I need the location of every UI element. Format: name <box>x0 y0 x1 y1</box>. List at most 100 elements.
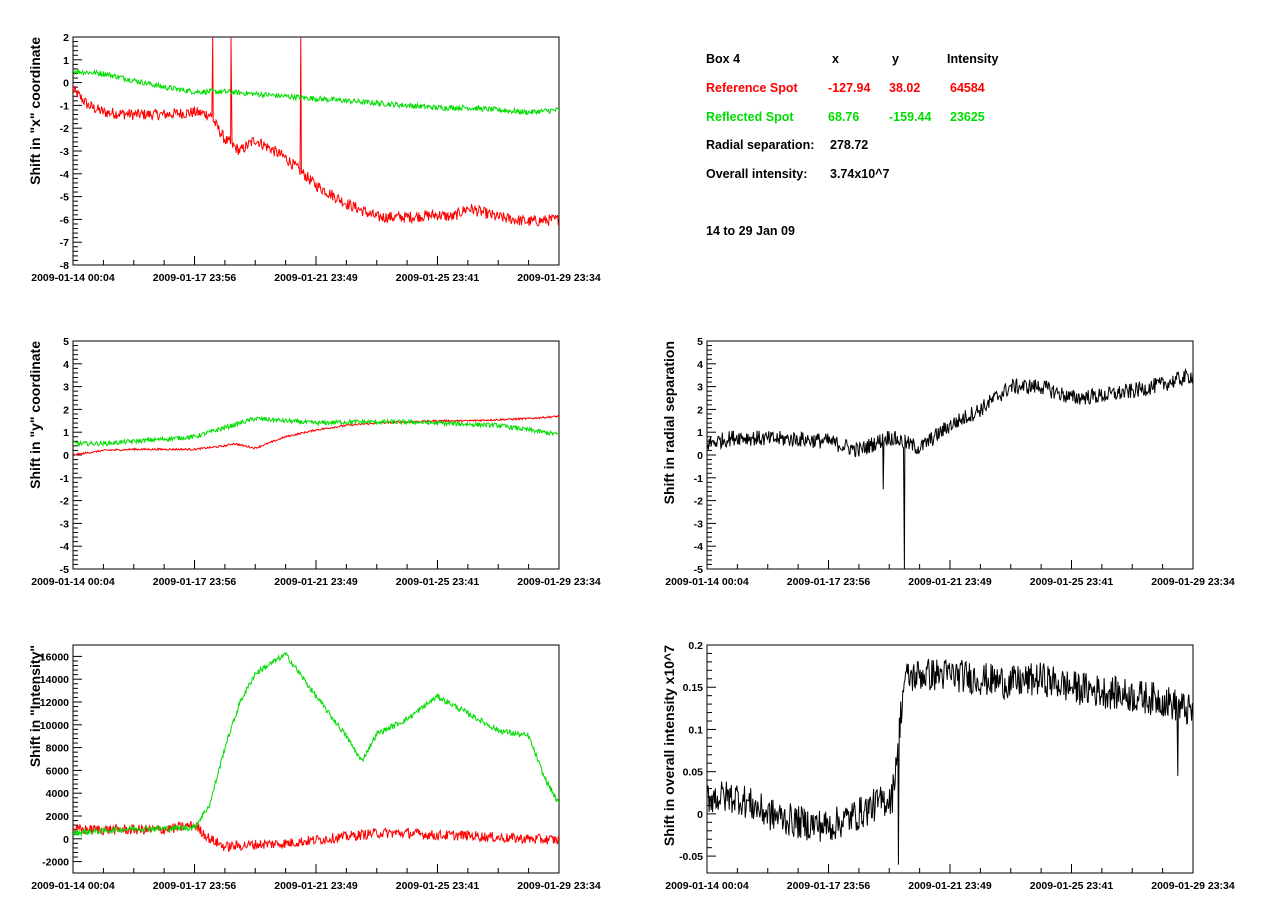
x-shift-series-reflected <box>73 68 559 116</box>
radial-shift-xtick-label: 2009-01-29 23:34 <box>1151 576 1235 588</box>
radial-shift-ytick-label: 1 <box>697 427 703 439</box>
y-shift-series-reference <box>73 414 559 456</box>
overall-intensity-shift-ytick-label: -0.05 <box>679 851 703 863</box>
y-shift-xtick-label: 2009-01-21 23:49 <box>274 576 358 588</box>
overall-intensity-shift-xtick-label: 2009-01-14 00:04 <box>665 880 749 892</box>
radial-shift-ytick-label: 3 <box>697 382 703 394</box>
x-shift-frame <box>72 36 560 266</box>
x-shift-ytick-label: -7 <box>60 237 69 249</box>
radial-separation-label: Radial separation: <box>706 138 815 152</box>
radial-shift-xtick-label: 2009-01-14 00:04 <box>665 576 749 588</box>
overall-intensity-shift-xtick-label: 2009-01-25 23:41 <box>1030 880 1114 892</box>
overall-intensity-shift-xtick-label: 2009-01-29 23:34 <box>1151 880 1235 892</box>
x-shift-ytick-label: 2 <box>63 32 69 44</box>
y-shift-ytick-label: -5 <box>60 564 69 576</box>
overall-intensity-shift-chart: -0.05 0 0.05 0.1 0.15 0.2 2009-01-14 00:04 2009… <box>661 640 1235 892</box>
radial-shift-chart: -5 -4 -3 -2 -1 0 1 2 3 4 5 2009-01-14 00:04 2009-01-… <box>661 336 1235 588</box>
overall-intensity-shift-frame <box>706 644 1194 874</box>
y-shift-ytick-label: 2 <box>63 404 69 416</box>
y-shift-xtick-label: 2009-01-25 23:41 <box>396 576 480 588</box>
overall-intensity-label: Overall intensity: <box>706 167 808 181</box>
intensity-shift-xtick-label: 2009-01-25 23:41 <box>396 880 480 892</box>
intensity-shift-series-reflected <box>73 651 559 838</box>
x-shift-xtick-label: 2009-01-21 23:49 <box>274 272 358 284</box>
info-panel: Box 4 x y Intensity Reference Spot -127.… <box>706 52 1126 252</box>
y-shift-ytick-label: -1 <box>60 473 69 485</box>
radial-separation-value: 278.72 <box>830 138 869 152</box>
intensity-shift-ytick-label: 10000 <box>40 720 69 732</box>
radial-shift-ytick-label: 0 <box>697 450 703 462</box>
radial-shift-xtick-label: 2009-01-25 23:41 <box>1030 576 1114 588</box>
y-shift-ytick-label: -4 <box>60 541 69 553</box>
y-shift-ytick-label: 4 <box>63 359 69 371</box>
x-shift-xtick-label: 2009-01-29 23:34 <box>517 272 601 284</box>
x-shift-ytick-label: -1 <box>60 100 69 112</box>
y-shift-xtick-label: 2009-01-14 00:04 <box>31 576 115 588</box>
intensity-shift-xtick-label: 2009-01-14 00:04 <box>31 880 115 892</box>
y-shift-xtick-label: 2009-01-17 23:56 <box>153 576 237 588</box>
intensity-shift-ytick-label: 4000 <box>46 788 70 800</box>
intensity-shift-xtick-label: 2009-01-29 23:34 <box>517 880 601 892</box>
y-shift-ytick-label: 3 <box>63 382 69 394</box>
x-shift-ytick-label: -5 <box>60 192 69 204</box>
x-shift-ytick-label: 0 <box>63 78 69 90</box>
reflected-spot-x: 68.76 <box>828 110 860 124</box>
intensity-shift-ytick-label: 12000 <box>40 697 69 709</box>
x-shift-ytick-label: -4 <box>60 169 69 181</box>
y-shift-frame <box>72 340 560 570</box>
y-shift-series-reflected <box>73 415 559 448</box>
intensity-shift-ytick-label: 6000 <box>46 765 70 777</box>
reference-spot-intensity: 64584 <box>950 81 985 95</box>
y-shift-ytick-label: 0 <box>63 450 69 462</box>
overall-intensity-shift-ytick-label: 0.05 <box>683 767 704 779</box>
radial-shift-frame <box>706 340 1194 570</box>
y-column-header: y <box>892 52 899 66</box>
intensity-shift-ytick-label: 14000 <box>40 674 69 686</box>
y-shift-xtick-label: 2009-01-29 23:34 <box>517 576 601 588</box>
reflected-spot-label: Reflected Spot <box>706 110 794 124</box>
x-shift-ytick-label: -3 <box>60 146 69 158</box>
reflected-spot-intensity: 23625 <box>950 110 985 124</box>
overall-intensity-shift-series-single <box>707 658 1193 865</box>
x-column-header: x <box>832 52 839 66</box>
y-shift-chart: -5 -4 -3 -2 -1 0 1 2 3 4 5 2009-01-14 00:04 2009-01-… <box>27 336 601 588</box>
radial-shift-xtick-label: 2009-01-17 23:56 <box>787 576 871 588</box>
box-label: Box 4 <box>706 52 741 66</box>
radial-shift-series-single <box>707 367 1193 569</box>
y-shift-ylabel: Shift in "y" coordinate <box>27 341 43 489</box>
overall-intensity-shift-xtick-label: 2009-01-21 23:49 <box>908 880 992 892</box>
x-shift-xtick-label: 2009-01-17 23:56 <box>153 272 237 284</box>
overall-intensity-shift-ylabel: Shift in overall intensity x10^7 <box>661 645 677 846</box>
x-shift-ytick-label: 1 <box>63 55 69 67</box>
x-shift-ylabel: Shift in "x" coordinate <box>27 37 43 185</box>
x-shift-chart: -8 -7 -6 -5 -4 -3 -2 -1 0 1 2 2009-01-14 00:04 2009-… <box>27 32 601 284</box>
x-shift-series-reference <box>73 37 559 227</box>
radial-shift-ytick-label: -5 <box>694 564 703 576</box>
intensity-column-header: Intensity <box>947 52 999 66</box>
intensity-shift-xtick-label: 2009-01-21 23:49 <box>274 880 358 892</box>
overall-intensity-shift-xtick-label: 2009-01-17 23:56 <box>787 880 871 892</box>
radial-shift-ytick-label: 2 <box>697 404 703 416</box>
intensity-shift-ytick-label: 16000 <box>40 651 69 663</box>
y-shift-ytick-label: 5 <box>63 336 69 348</box>
x-shift-xtick-label: 2009-01-14 00:04 <box>31 272 115 284</box>
radial-shift-ytick-label: -3 <box>694 518 703 530</box>
radial-shift-ytick-label: -2 <box>694 496 703 508</box>
x-shift-ytick-label: -6 <box>60 214 69 226</box>
x-shift-ytick-label: -8 <box>60 260 69 272</box>
intensity-shift-ylabel: Shift in "Intensity" <box>27 645 43 767</box>
intensity-shift-ytick-label: 8000 <box>46 743 70 755</box>
intensity-shift-chart: -2000 0 2000 4000 6000 8000 10000 12000 14000 160… <box>27 644 601 892</box>
reference-spot-y: 38.02 <box>889 81 921 95</box>
intensity-shift-ytick-label: -2000 <box>42 857 69 869</box>
radial-shift-ytick-label: 4 <box>697 359 703 371</box>
y-shift-ytick-label: -2 <box>60 496 69 508</box>
overall-intensity-shift-ytick-label: 0.2 <box>688 640 703 652</box>
radial-shift-xtick-label: 2009-01-21 23:49 <box>908 576 992 588</box>
radial-shift-ytick-label: 5 <box>697 336 703 348</box>
reflected-spot-y: -159.44 <box>889 110 932 124</box>
radial-shift-ytick-label: -4 <box>694 541 703 553</box>
radial-shift-ylabel: Shift in radial separation <box>661 341 677 504</box>
y-shift-ytick-label: 1 <box>63 427 69 439</box>
